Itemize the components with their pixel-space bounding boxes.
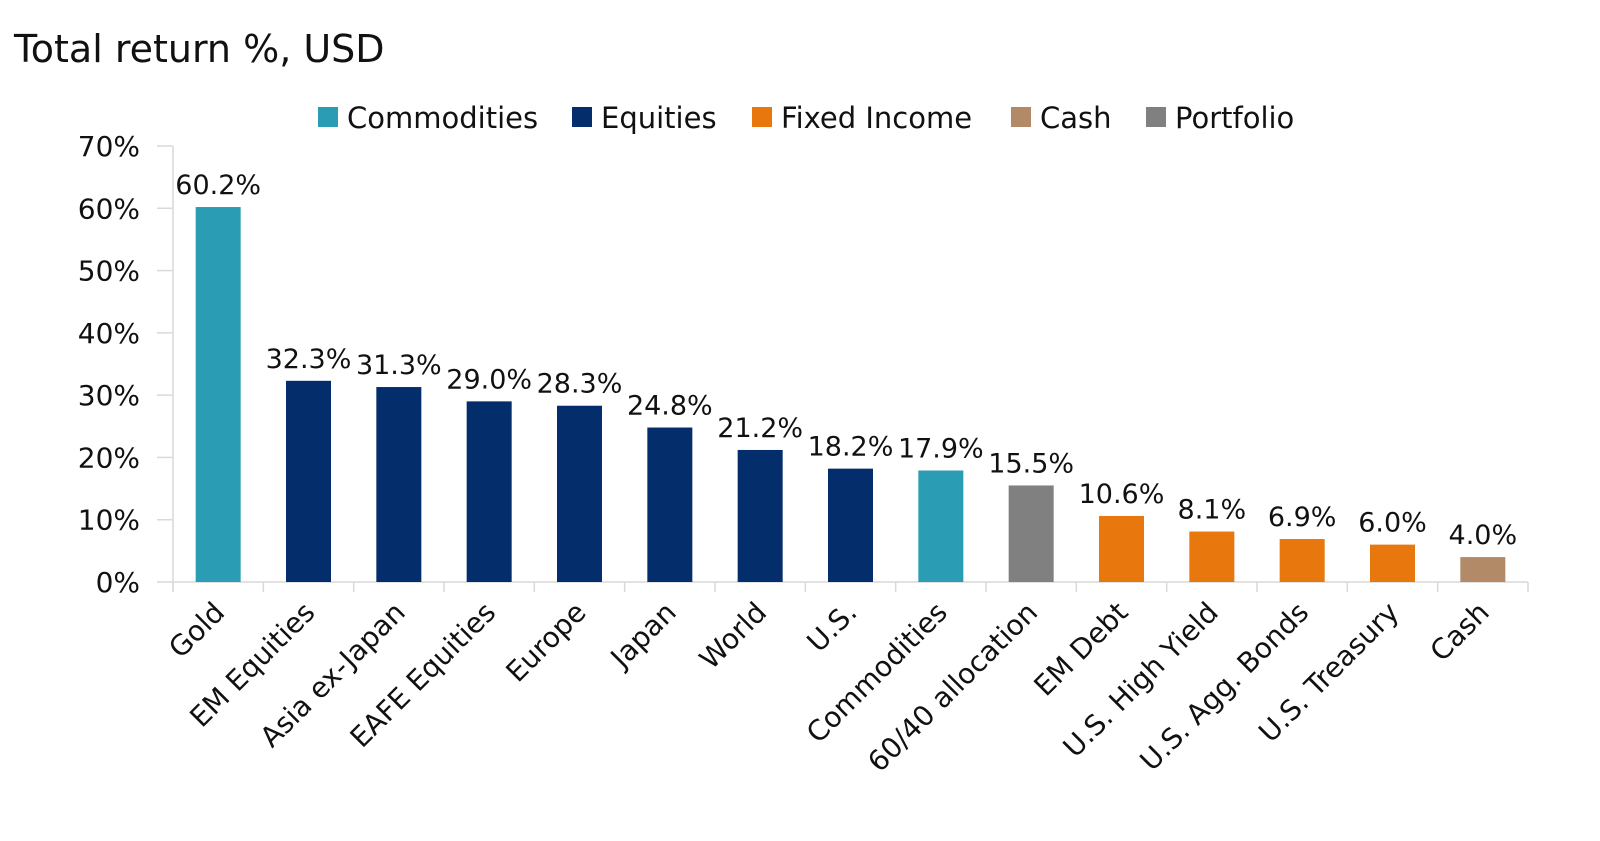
bar [647, 427, 693, 582]
data-label: 24.8% [627, 391, 713, 422]
legend-swatch [318, 107, 338, 127]
legend-swatch [572, 107, 592, 127]
data-label: 8.1% [1178, 495, 1247, 526]
data-label: 21.2% [717, 413, 803, 444]
legend-label: Fixed Income [781, 101, 972, 135]
x-tick-label: U.S. Agg. Bonds [1133, 596, 1315, 778]
data-label: 10.6% [1079, 479, 1165, 510]
bars: 60.2% 32.3% 31.3% 29.0% 28.3%24.8%21.2%18.2%… [175, 170, 1518, 583]
x-tick-label: U.S. [800, 596, 863, 659]
x-tick-label: Europe [499, 596, 592, 689]
y-tick-label: 20% [78, 441, 140, 474]
legend-label: Cash [1040, 101, 1112, 135]
data-label: 6.9% [1268, 502, 1337, 533]
data-label: 32.3% [266, 344, 352, 375]
bar [1099, 515, 1144, 582]
bar [195, 207, 241, 583]
x-tick-label: Cash [1424, 596, 1496, 668]
data-label: 60.2% [175, 170, 261, 201]
bar [1279, 539, 1325, 582]
legend-label: Portfolio [1175, 101, 1294, 135]
y-tick-label: 70% [78, 130, 140, 163]
y-tick-label: 40% [78, 317, 140, 350]
x-tick-label: U.S. High Yield [1057, 596, 1225, 764]
x-tick-label: World [693, 596, 773, 676]
data-label: 28.3% [537, 369, 623, 400]
x-tick-label: Gold [162, 596, 231, 665]
data-label: 29.0% [446, 364, 532, 395]
bar [1460, 557, 1506, 582]
bar [1008, 485, 1054, 582]
bar [828, 468, 873, 582]
bar [376, 387, 422, 582]
bar [737, 449, 783, 582]
data-label: 31.3% [356, 350, 442, 381]
legend-label: Equities [601, 101, 717, 135]
data-label: 15.5% [988, 448, 1074, 479]
data-label: 6.0% [1358, 508, 1427, 539]
data-label: 17.9% [898, 434, 984, 465]
data-label: 4.0% [1449, 520, 1518, 551]
legend-label: Commodities [347, 101, 538, 135]
bar [557, 405, 602, 582]
bar [1370, 544, 1415, 582]
x-tick-label: 60/40 allocation [861, 596, 1044, 779]
x-tick-label: Japan [603, 596, 683, 676]
legend-swatch [1011, 107, 1031, 127]
y-tick-label: 10% [78, 504, 140, 537]
y-axis: 0% 10% 20% 30% 40% 50% 60% 70% [78, 130, 174, 599]
bar [286, 380, 331, 582]
bar [918, 470, 964, 582]
data-label: 18.2% [808, 432, 894, 463]
y-tick-label: 50% [78, 255, 140, 288]
bar [466, 401, 512, 582]
y-tick-label: 0% [96, 566, 140, 599]
bar [1189, 531, 1235, 582]
y-tick-label: 60% [78, 192, 140, 225]
chart-title: Total return %, USD [13, 27, 385, 71]
legend-swatch [752, 107, 772, 127]
legend-swatch [1146, 107, 1166, 127]
legend: Commodities Equities Fixed Income Cash Portf… [318, 101, 1294, 135]
y-tick-label: 30% [78, 379, 140, 412]
